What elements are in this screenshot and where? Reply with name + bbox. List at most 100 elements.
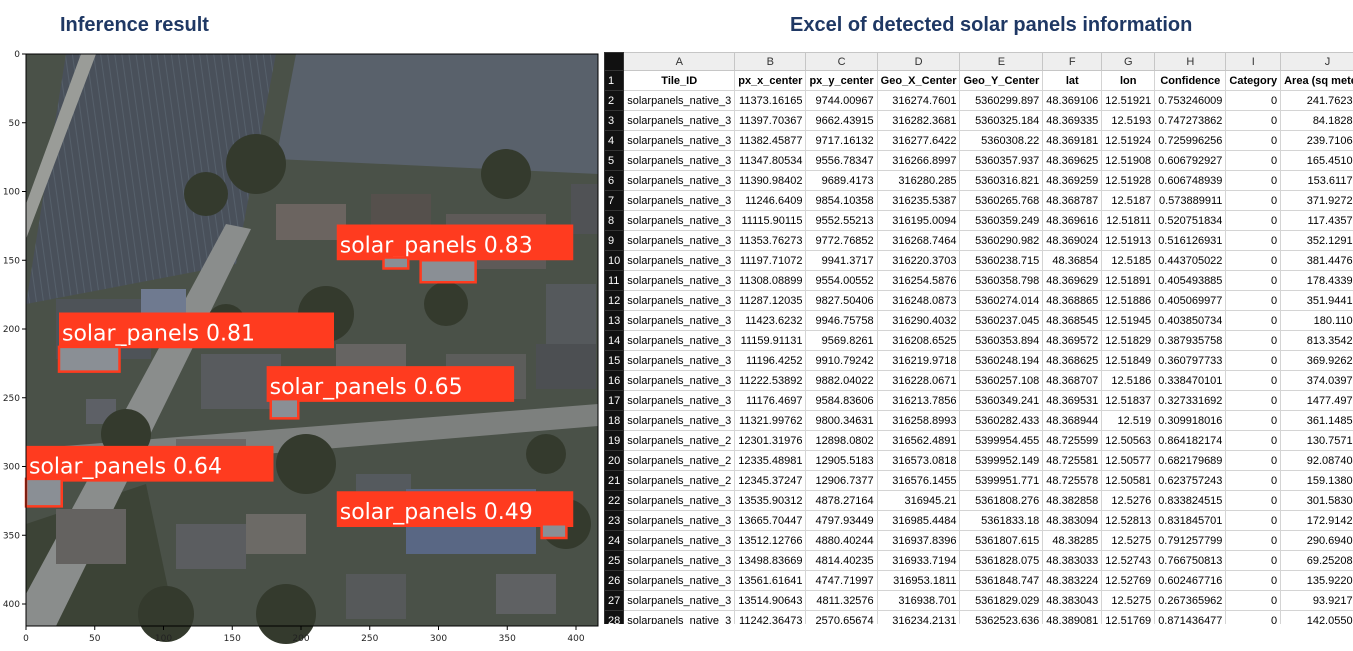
column-header-E[interactable]: E: [959, 52, 1044, 71]
data-cell[interactable]: 0.602467716: [1154, 570, 1227, 591]
data-cell[interactable]: 0: [1225, 510, 1282, 531]
data-cell[interactable]: 316234.2131: [876, 610, 961, 624]
data-cell[interactable]: 0: [1225, 430, 1282, 451]
data-cell[interactable]: 5360308.22: [959, 130, 1044, 151]
data-cell[interactable]: solarpanels_native_3: [623, 610, 736, 624]
header-cell[interactable]: lon: [1101, 70, 1156, 91]
data-cell[interactable]: 130.7571906: [1280, 430, 1353, 451]
data-cell[interactable]: 381.4476366: [1280, 250, 1353, 271]
data-cell[interactable]: 0: [1225, 330, 1282, 351]
data-cell[interactable]: 11321.99762: [734, 410, 807, 431]
data-cell[interactable]: 316266.8997: [876, 150, 961, 171]
row-number[interactable]: 26: [604, 570, 625, 591]
data-cell[interactable]: 48.725578: [1042, 470, 1103, 491]
data-cell[interactable]: 0: [1225, 370, 1282, 391]
data-cell[interactable]: 13665.70447: [734, 510, 807, 531]
data-cell[interactable]: 316985.4484: [876, 510, 961, 531]
data-cell[interactable]: solarpanels_native_3: [623, 390, 736, 411]
data-cell[interactable]: 0: [1225, 470, 1282, 491]
data-cell[interactable]: solarpanels_native_3: [623, 370, 736, 391]
data-cell[interactable]: 9569.8261: [805, 330, 878, 351]
column-header-G[interactable]: G: [1101, 52, 1156, 71]
data-cell[interactable]: 48.369616: [1042, 210, 1103, 231]
data-cell[interactable]: 0.387935758: [1154, 330, 1227, 351]
data-cell[interactable]: 5360357.937: [959, 150, 1044, 171]
data-cell[interactable]: 11373.16165: [734, 90, 807, 111]
data-cell[interactable]: 12301.31976: [734, 430, 807, 451]
row-number[interactable]: 6: [604, 170, 625, 191]
data-cell[interactable]: 0.403850734: [1154, 310, 1227, 331]
data-cell[interactable]: 9554.00552: [805, 270, 878, 291]
data-cell[interactable]: 301.5830469: [1280, 490, 1353, 511]
data-cell[interactable]: 48.38285: [1042, 530, 1103, 551]
data-cell[interactable]: 48.368865: [1042, 290, 1103, 311]
data-cell[interactable]: 316573.0818: [876, 450, 961, 471]
data-cell[interactable]: 48.383094: [1042, 510, 1103, 531]
data-cell[interactable]: 5360349.241: [959, 390, 1044, 411]
data-cell[interactable]: 12.51811: [1101, 210, 1156, 231]
data-cell[interactable]: 0.327331692: [1154, 390, 1227, 411]
data-cell[interactable]: 4811.32576: [805, 590, 878, 611]
data-cell[interactable]: 316268.7464: [876, 230, 961, 251]
data-cell[interactable]: 5360237.045: [959, 310, 1044, 331]
row-number[interactable]: 17: [604, 390, 625, 411]
data-cell[interactable]: 4797.93449: [805, 510, 878, 531]
data-cell[interactable]: 48.369024: [1042, 230, 1103, 251]
data-cell[interactable]: 0.791257799: [1154, 530, 1227, 551]
column-header-F[interactable]: F: [1042, 52, 1103, 71]
data-cell[interactable]: 48.368944: [1042, 410, 1103, 431]
data-cell[interactable]: 241.7623694: [1280, 90, 1353, 111]
data-cell[interactable]: 92.08740491: [1280, 450, 1353, 471]
data-cell[interactable]: 12.5193: [1101, 110, 1156, 131]
data-cell[interactable]: 48.725581: [1042, 450, 1103, 471]
data-cell[interactable]: 12.51908: [1101, 150, 1156, 171]
data-cell[interactable]: 0.338470101: [1154, 370, 1227, 391]
data-cell[interactable]: 9827.50406: [805, 290, 878, 311]
data-cell[interactable]: 0: [1225, 350, 1282, 371]
data-cell[interactable]: 5360325.184: [959, 110, 1044, 131]
header-cell[interactable]: Category: [1225, 70, 1282, 91]
data-cell[interactable]: 0.606748939: [1154, 170, 1227, 191]
header-cell[interactable]: lat: [1042, 70, 1103, 91]
column-header-H[interactable]: H: [1154, 52, 1227, 71]
data-cell[interactable]: solarpanels_native_3: [623, 410, 736, 431]
data-cell[interactable]: solarpanels_native_3: [623, 310, 736, 331]
data-cell[interactable]: 0.267365962: [1154, 590, 1227, 611]
data-cell[interactable]: 0.766750813: [1154, 550, 1227, 571]
data-cell[interactable]: 5361833.18: [959, 510, 1044, 531]
data-cell[interactable]: 0: [1225, 230, 1282, 251]
data-cell[interactable]: 13535.90312: [734, 490, 807, 511]
data-cell[interactable]: 117.4357957: [1280, 210, 1353, 231]
data-cell[interactable]: 9946.75758: [805, 310, 878, 331]
data-cell[interactable]: 48.369572: [1042, 330, 1103, 351]
data-cell[interactable]: 12.51829: [1101, 330, 1156, 351]
data-cell[interactable]: 316945.21: [876, 490, 961, 511]
data-cell[interactable]: 9584.83606: [805, 390, 878, 411]
data-cell[interactable]: 12.50563: [1101, 430, 1156, 451]
data-cell[interactable]: 12.51924: [1101, 130, 1156, 151]
data-cell[interactable]: 48.369531: [1042, 390, 1103, 411]
data-cell[interactable]: 5361807.615: [959, 530, 1044, 551]
header-cell[interactable]: Tile_ID: [623, 70, 736, 91]
data-cell[interactable]: 12.52813: [1101, 510, 1156, 531]
data-cell[interactable]: solarpanels_native_3: [623, 190, 736, 211]
data-cell[interactable]: 0.443705022: [1154, 250, 1227, 271]
data-cell[interactable]: 12.51913: [1101, 230, 1156, 251]
data-cell[interactable]: 9689.4173: [805, 170, 878, 191]
data-cell[interactable]: 316282.3681: [876, 110, 961, 131]
row-number[interactable]: 5: [604, 150, 625, 171]
row-number[interactable]: 21: [604, 470, 625, 491]
data-cell[interactable]: 178.4339541: [1280, 270, 1353, 291]
data-cell[interactable]: 0.606792927: [1154, 150, 1227, 171]
data-cell[interactable]: 0.871436477: [1154, 610, 1227, 624]
data-cell[interactable]: 0: [1225, 110, 1282, 131]
data-cell[interactable]: 316953.1811: [876, 570, 961, 591]
data-cell[interactable]: 12.51945: [1101, 310, 1156, 331]
data-cell[interactable]: 11287.12035: [734, 290, 807, 311]
data-cell[interactable]: 11347.80534: [734, 150, 807, 171]
data-cell[interactable]: 290.6940365: [1280, 530, 1353, 551]
data-cell[interactable]: 5361848.747: [959, 570, 1044, 591]
row-number[interactable]: 20: [604, 450, 625, 471]
data-cell[interactable]: 12.51837: [1101, 390, 1156, 411]
data-cell[interactable]: 12.52743: [1101, 550, 1156, 571]
